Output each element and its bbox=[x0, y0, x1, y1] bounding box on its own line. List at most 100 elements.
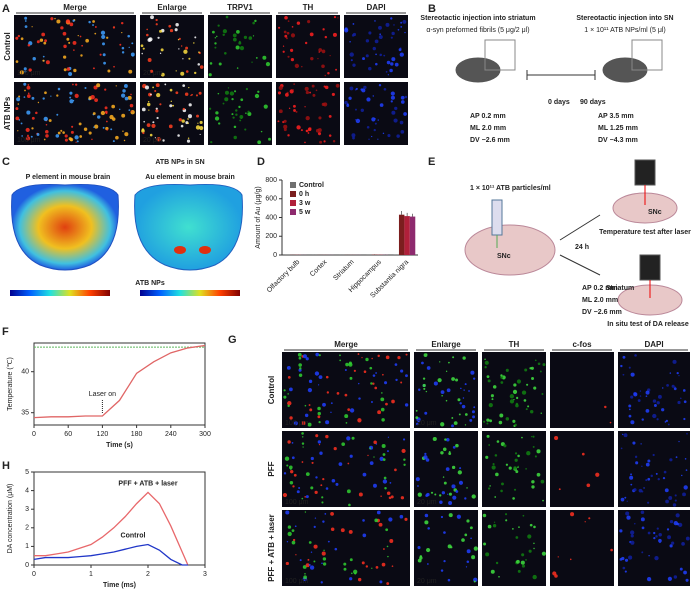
cell bbox=[71, 125, 74, 128]
cell bbox=[495, 561, 499, 565]
cell bbox=[332, 139, 336, 143]
cell bbox=[355, 118, 361, 124]
cell bbox=[484, 360, 489, 365]
cell bbox=[57, 131, 61, 135]
label: ML 1.25 mm bbox=[598, 125, 638, 132]
cell bbox=[146, 28, 148, 31]
cell bbox=[141, 52, 143, 55]
cell bbox=[104, 110, 108, 114]
cell bbox=[99, 53, 102, 56]
cell bbox=[513, 398, 515, 401]
cell bbox=[641, 465, 643, 468]
cell bbox=[298, 356, 302, 360]
cell bbox=[15, 116, 20, 121]
cell bbox=[528, 549, 532, 553]
cell bbox=[17, 130, 19, 132]
colorbar bbox=[10, 290, 110, 296]
cell bbox=[541, 551, 546, 556]
label: Au element in mouse brain bbox=[145, 174, 234, 181]
label: DV −4.3 mm bbox=[598, 137, 638, 144]
cell bbox=[79, 135, 83, 138]
cell bbox=[539, 370, 542, 373]
cell bbox=[311, 461, 314, 465]
y-tick-label: 40 bbox=[21, 369, 29, 376]
cell bbox=[162, 139, 165, 142]
cell bbox=[501, 482, 504, 486]
cell bbox=[378, 35, 383, 40]
cell bbox=[317, 411, 321, 416]
cell bbox=[224, 90, 229, 95]
cell bbox=[132, 55, 134, 57]
cell bbox=[318, 116, 322, 120]
cell bbox=[60, 129, 63, 132]
cell bbox=[655, 472, 658, 475]
cell bbox=[296, 21, 301, 25]
cell bbox=[235, 113, 238, 116]
cell bbox=[155, 23, 158, 26]
line bbox=[34, 491, 189, 566]
cell bbox=[154, 89, 157, 93]
cell bbox=[505, 463, 509, 466]
cell bbox=[43, 41, 47, 45]
cell bbox=[483, 542, 487, 546]
cell bbox=[425, 390, 428, 393]
cell bbox=[69, 91, 73, 95]
cell bbox=[57, 87, 61, 91]
cell bbox=[504, 513, 508, 516]
cell bbox=[45, 134, 49, 138]
cell bbox=[349, 52, 354, 57]
cell bbox=[330, 512, 334, 516]
cell bbox=[254, 19, 257, 23]
cell bbox=[518, 526, 520, 528]
cell bbox=[387, 555, 389, 558]
scale-bar: 20 μm bbox=[417, 420, 437, 427]
cell bbox=[231, 97, 234, 101]
cell bbox=[623, 433, 628, 438]
cell bbox=[97, 115, 101, 119]
cell bbox=[307, 422, 312, 427]
cell bbox=[531, 485, 535, 489]
arrow bbox=[559, 214, 601, 241]
cell bbox=[78, 122, 82, 126]
cell bbox=[397, 356, 401, 360]
cell bbox=[322, 28, 325, 31]
cell bbox=[232, 33, 237, 38]
cell bbox=[439, 361, 441, 363]
cell bbox=[64, 138, 68, 142]
cell bbox=[349, 408, 355, 413]
cell bbox=[663, 470, 667, 474]
y-tick-label: 400 bbox=[265, 214, 277, 221]
cell bbox=[569, 558, 572, 561]
cell bbox=[169, 104, 173, 108]
cell bbox=[487, 487, 491, 490]
brain bbox=[464, 224, 556, 276]
cell bbox=[352, 136, 355, 140]
cell bbox=[304, 404, 307, 407]
cell bbox=[533, 542, 535, 545]
cell bbox=[370, 382, 373, 385]
cell bbox=[534, 359, 537, 362]
cell bbox=[570, 512, 575, 517]
cell bbox=[581, 452, 585, 456]
cell bbox=[365, 39, 370, 43]
cell bbox=[488, 444, 491, 446]
cell bbox=[630, 473, 633, 476]
cell bbox=[645, 409, 650, 413]
cell bbox=[187, 122, 189, 124]
panel-letter: H bbox=[2, 460, 10, 472]
label: DV −2.6 mm bbox=[582, 309, 622, 316]
cell bbox=[604, 405, 607, 409]
cell bbox=[118, 108, 121, 111]
cell bbox=[376, 510, 381, 515]
label: Temperature test after laser bbox=[599, 229, 691, 236]
cell bbox=[451, 465, 456, 470]
cell bbox=[402, 19, 407, 24]
cell bbox=[247, 110, 250, 113]
cell bbox=[94, 32, 97, 35]
cell bbox=[332, 32, 337, 37]
cell bbox=[102, 42, 105, 46]
cell bbox=[351, 436, 355, 440]
scale-bar: 100 μm bbox=[285, 499, 309, 506]
cell bbox=[374, 39, 379, 44]
cell bbox=[178, 48, 180, 50]
